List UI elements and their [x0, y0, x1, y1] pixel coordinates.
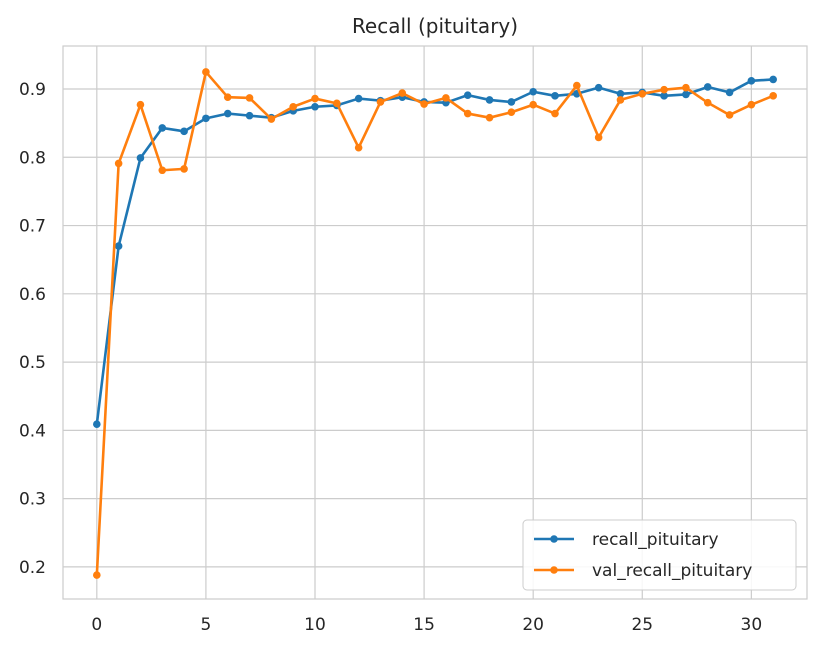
data-point — [529, 87, 537, 96]
data-point — [136, 154, 145, 162]
data-point — [333, 99, 341, 108]
data-point — [747, 100, 756, 109]
data-point — [507, 98, 516, 106]
grid-layer — [63, 46, 807, 599]
data-point — [223, 109, 232, 118]
data-point — [114, 159, 123, 168]
y-tick-label: 0.3 — [19, 490, 46, 510]
data-point — [311, 102, 319, 111]
data-point — [354, 94, 363, 103]
data-point — [638, 89, 647, 98]
data-point — [114, 242, 123, 250]
legend-label-val-recall: val_recall_pituitary — [592, 561, 752, 581]
y-tick-label: 0.5 — [19, 353, 46, 373]
data-point — [267, 115, 276, 123]
legend-label-recall: recall_pituitary — [592, 530, 719, 550]
legend-marker-recall — [550, 535, 558, 543]
data-point — [616, 89, 625, 98]
data-point — [376, 98, 385, 106]
series-recall_pituitary — [93, 75, 777, 429]
data-point — [442, 94, 450, 102]
data-point — [769, 92, 777, 100]
x-tick-label: 20 — [522, 615, 544, 635]
y-tick-label: 0.9 — [19, 80, 46, 100]
data-point — [551, 109, 559, 118]
data-point — [529, 100, 537, 109]
data-point — [573, 81, 581, 90]
x-tick-label: 5 — [200, 615, 211, 635]
data-point — [682, 90, 690, 99]
y-tick-labels: 0.2 0.3 0.4 0.5 0.6 0.7 0.8 0.9 — [19, 80, 46, 578]
data-point — [180, 165, 188, 173]
data-point — [660, 85, 668, 94]
y-tick-label: 0.6 — [19, 285, 46, 305]
series-layer — [93, 68, 777, 579]
data-point — [136, 100, 145, 109]
x-tick-labels: 0 5 10 15 20 25 30 — [91, 615, 762, 635]
data-point — [747, 77, 756, 85]
data-point — [93, 571, 101, 579]
x-tick-label: 25 — [631, 615, 653, 635]
data-point — [245, 111, 254, 120]
x-tick-label: 0 — [91, 615, 102, 635]
data-point — [507, 108, 516, 117]
data-point — [594, 83, 603, 92]
y-tick-label: 0.7 — [19, 217, 46, 237]
data-point — [551, 92, 559, 100]
data-point — [223, 93, 232, 102]
y-tick-label: 0.8 — [19, 148, 46, 168]
data-point — [485, 113, 494, 122]
data-point — [703, 98, 712, 107]
data-point — [463, 109, 472, 118]
chart-title: Recall (pituitary) — [352, 14, 518, 38]
data-point — [769, 75, 777, 84]
data-point — [725, 111, 734, 119]
data-point — [158, 124, 167, 132]
series-val_recall_pituitary — [93, 68, 777, 579]
plot-frame — [62, 45, 808, 600]
data-point — [485, 96, 494, 104]
data-point — [594, 133, 603, 142]
data-point — [616, 96, 625, 104]
data-point — [311, 94, 319, 103]
data-point — [93, 420, 101, 429]
data-point — [660, 92, 668, 100]
data-point — [202, 114, 210, 123]
data-point — [202, 68, 210, 76]
data-point — [420, 100, 428, 108]
legend: recall_pituitary val_recall_pituitary — [522, 519, 797, 591]
data-point — [180, 127, 188, 136]
data-point — [682, 83, 690, 92]
data-point — [245, 94, 254, 102]
legend-marker-val-recall — [550, 566, 558, 574]
data-point — [158, 166, 167, 175]
data-point — [725, 88, 734, 97]
data-point — [463, 91, 472, 99]
x-tick-label: 10 — [304, 615, 326, 635]
legend-box — [522, 519, 797, 591]
data-point — [703, 83, 712, 91]
y-tick-label: 0.4 — [19, 421, 46, 441]
data-point — [398, 89, 407, 97]
x-tick-label: 15 — [413, 615, 435, 635]
data-point — [289, 102, 297, 111]
x-tick-label: 30 — [741, 615, 763, 635]
data-point — [354, 143, 363, 152]
y-tick-label: 0.2 — [19, 558, 46, 578]
